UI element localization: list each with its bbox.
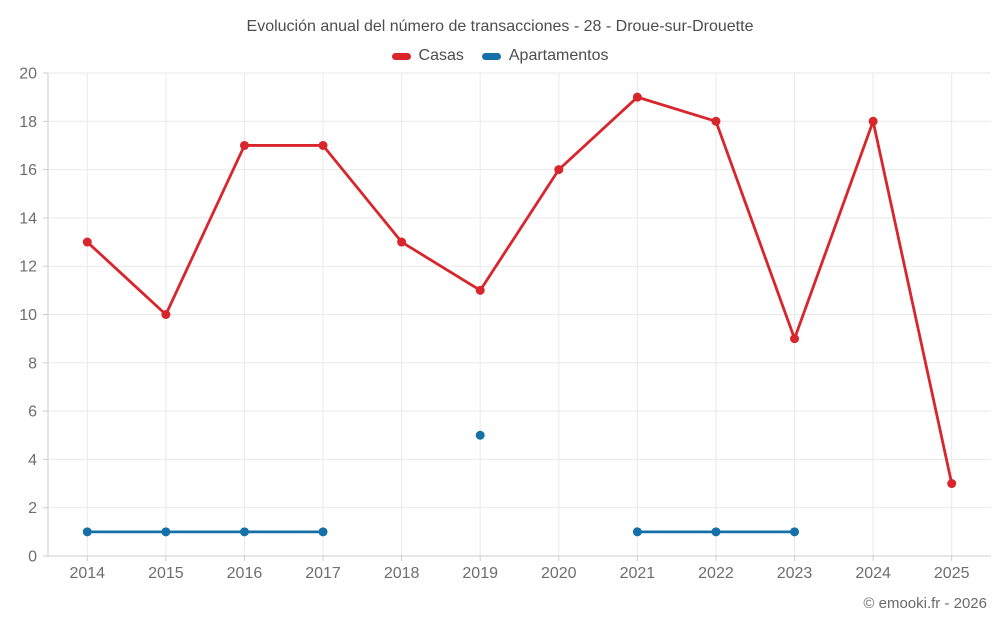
data-point-apartamentos-2019[interactable] bbox=[475, 430, 485, 440]
y-tick-label: 8 bbox=[28, 355, 37, 372]
x-tick-label: 2025 bbox=[934, 565, 970, 582]
data-point-apartamentos-2017[interactable] bbox=[318, 527, 328, 537]
x-tick-label: 2014 bbox=[69, 565, 105, 582]
y-tick-label: 10 bbox=[19, 307, 37, 324]
data-point-casas-2017[interactable] bbox=[318, 140, 328, 150]
y-tick-label: 18 bbox=[19, 114, 37, 131]
data-point-casas-2018[interactable] bbox=[397, 237, 407, 247]
watermark: © emooki.fr - 2026 bbox=[863, 595, 987, 612]
y-tick-label: 6 bbox=[28, 404, 37, 421]
legend-label-casas: Casas bbox=[418, 47, 464, 64]
x-tick-label: 2022 bbox=[698, 565, 734, 582]
y-tick-label: 14 bbox=[19, 210, 37, 227]
y-tick-label: 20 bbox=[19, 66, 37, 83]
data-point-apartamentos-2016[interactable] bbox=[239, 527, 249, 537]
x-tick-label: 2015 bbox=[148, 565, 184, 582]
series-line-casas bbox=[85, 95, 954, 485]
legend-item-casas[interactable]: Casas bbox=[391, 47, 464, 65]
data-point-apartamentos-2021[interactable] bbox=[632, 527, 642, 537]
legend-swatch-apartamentos-icon bbox=[481, 52, 501, 60]
x-tick-label: 2023 bbox=[777, 565, 813, 582]
data-point-casas-2025[interactable] bbox=[947, 479, 957, 489]
data-point-apartamentos-2015[interactable] bbox=[161, 527, 171, 537]
x-tick-label: 2018 bbox=[384, 565, 420, 582]
x-tick-label: 2019 bbox=[462, 565, 498, 582]
data-point-casas-2024[interactable] bbox=[868, 116, 878, 126]
data-point-apartamentos-2022[interactable] bbox=[711, 527, 721, 537]
x-tick-label: 2020 bbox=[541, 565, 577, 582]
data-point-casas-2020[interactable] bbox=[554, 165, 564, 175]
data-point-casas-2021[interactable] bbox=[632, 92, 642, 102]
data-point-apartamentos-2023[interactable] bbox=[790, 527, 800, 537]
data-point-casas-2016[interactable] bbox=[239, 140, 249, 150]
data-point-casas-2023[interactable] bbox=[790, 334, 800, 344]
x-tick-label: 2024 bbox=[855, 565, 891, 582]
x-tick-label: 2016 bbox=[227, 565, 263, 582]
data-point-casas-2022[interactable] bbox=[711, 116, 721, 126]
y-tick-label: 2 bbox=[28, 500, 37, 517]
data-point-casas-2015[interactable] bbox=[161, 310, 171, 319]
legend-item-apartamentos[interactable]: Apartamentos bbox=[481, 47, 609, 65]
data-point-casas-2019[interactable] bbox=[475, 285, 485, 295]
x-tick-label: 2017 bbox=[305, 565, 341, 582]
y-tick-label: 16 bbox=[19, 162, 37, 179]
x-tick-label: 2021 bbox=[620, 565, 656, 582]
data-point-casas-2014[interactable] bbox=[82, 237, 92, 247]
legend-swatch-casas-icon bbox=[391, 52, 411, 60]
y-tick-label: 0 bbox=[28, 549, 37, 566]
data-point-apartamentos-2014[interactable] bbox=[82, 527, 92, 537]
legend-label-apartamentos: Apartamentos bbox=[508, 47, 609, 64]
legend: Casas Apartamentos bbox=[0, 47, 1000, 65]
y-tick-label: 12 bbox=[19, 259, 37, 276]
chart-title: Evolución anual del número de transaccio… bbox=[246, 18, 754, 35]
y-tick-label: 4 bbox=[28, 452, 37, 469]
